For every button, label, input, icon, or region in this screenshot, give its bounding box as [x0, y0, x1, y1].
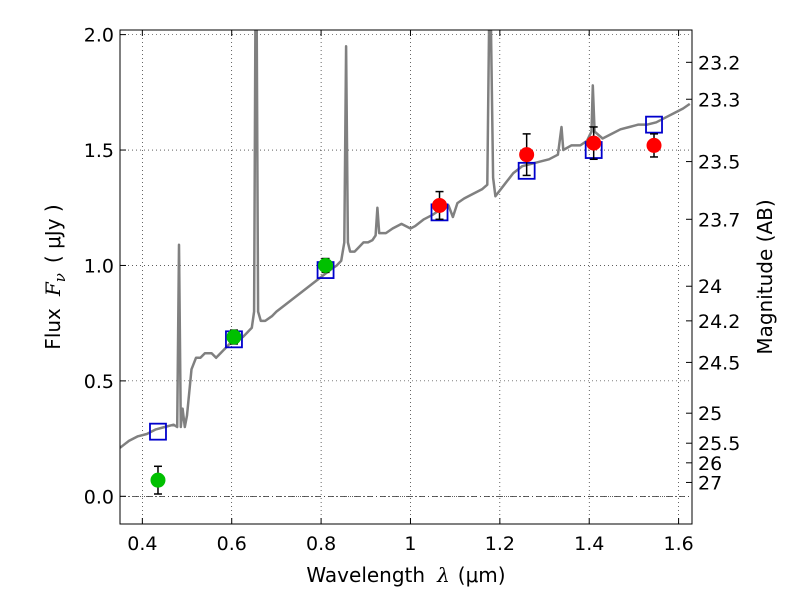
mag-tick-label: 26	[698, 453, 722, 475]
mag-tick-label: 25.5	[698, 433, 740, 455]
x-axis-label: Wavelength	[306, 563, 425, 587]
y-tick-label: 1.0	[84, 255, 114, 277]
nir-point	[432, 197, 448, 213]
y-axis-unit: ( μJy )	[41, 204, 65, 263]
y-axis-title: Flux Fν ( μJy )	[41, 204, 69, 349]
spectrum-layer	[120, 30, 691, 449]
mag-tick-label: 27	[698, 472, 722, 494]
nir-point	[586, 135, 602, 151]
y-tick-label: 0.5	[84, 371, 114, 393]
x-axis-unit: (μm)	[458, 563, 506, 587]
plot-frame	[119, 29, 693, 525]
photometry-layer	[149, 115, 663, 495]
x-tick-label: 0.4	[127, 533, 157, 555]
mag-tick-label: 24.5	[698, 352, 740, 374]
mag-tick-label: 24.2	[698, 311, 740, 333]
x-tick-label: 1.6	[663, 533, 693, 555]
nir-point	[519, 147, 535, 163]
axis-ticks: 0.4 0.6 0.8 1 1.2 1.4 1.6 0.0 0.5 1.0 1.5 2.0 23.2 23…	[84, 25, 741, 555]
magnitude-axis-title: Magnitude (AB)	[753, 199, 777, 354]
optical-point	[226, 329, 242, 345]
optical-point	[150, 472, 166, 488]
y-tick-label: 2.0	[84, 25, 114, 47]
y-tick-label: 1.5	[84, 140, 114, 162]
mag-tick-label: 24	[698, 276, 722, 298]
y-axis-symbol: F	[41, 281, 65, 297]
y-axis-subscript: ν	[51, 273, 69, 282]
mag-tick-label: 25	[698, 403, 722, 425]
mag-tick-label: 23.7	[698, 209, 740, 231]
model-point	[149, 422, 167, 441]
x-tick-label: 0.6	[217, 533, 247, 555]
y-tick-label: 0.0	[84, 486, 114, 508]
x-axis-symbol: λ	[436, 563, 450, 587]
optical-point	[318, 257, 334, 273]
gridlines	[120, 30, 692, 524]
model-point	[645, 115, 663, 134]
x-tick-label: 1	[404, 533, 416, 555]
spectrum-line	[120, 30, 691, 449]
x-tick-label: 1.2	[485, 533, 515, 555]
x-tick-label: 0.8	[306, 533, 336, 555]
y-axis-label: Flux	[41, 308, 65, 350]
mag-tick-label: 23.3	[698, 89, 740, 111]
mag-tick-label: 23.2	[698, 52, 740, 74]
mag-tick-label: 23.5	[698, 152, 740, 174]
x-axis-title: Wavelength λ (μm)	[306, 563, 505, 587]
x-tick-label: 1.4	[574, 533, 604, 555]
nir-point	[646, 137, 662, 153]
